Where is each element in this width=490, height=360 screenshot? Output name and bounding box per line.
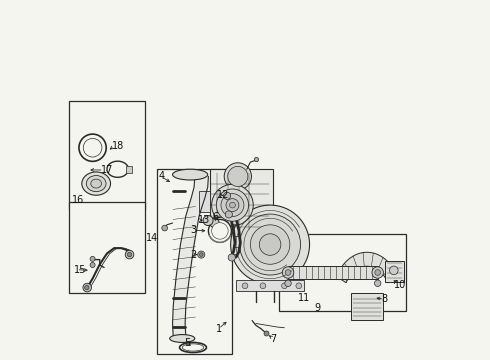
Circle shape xyxy=(212,184,253,226)
Ellipse shape xyxy=(91,179,101,188)
Circle shape xyxy=(197,251,205,258)
Ellipse shape xyxy=(86,176,106,192)
Circle shape xyxy=(85,285,89,290)
Text: 13: 13 xyxy=(197,215,210,225)
Text: 7: 7 xyxy=(270,333,276,343)
Circle shape xyxy=(282,283,287,289)
Text: 6: 6 xyxy=(212,212,218,221)
Bar xyxy=(236,280,304,291)
Text: 17: 17 xyxy=(101,165,113,175)
Circle shape xyxy=(254,157,259,162)
Circle shape xyxy=(221,194,244,217)
Circle shape xyxy=(210,219,219,228)
Circle shape xyxy=(199,253,203,256)
Circle shape xyxy=(374,280,381,287)
Bar xyxy=(351,293,383,320)
Bar xyxy=(69,101,145,209)
Bar xyxy=(157,169,232,354)
Ellipse shape xyxy=(182,344,204,351)
Circle shape xyxy=(285,280,291,287)
Polygon shape xyxy=(337,252,397,283)
Circle shape xyxy=(240,214,300,275)
Circle shape xyxy=(282,267,294,278)
Circle shape xyxy=(127,252,132,257)
Bar xyxy=(210,169,273,234)
Text: 8: 8 xyxy=(381,294,388,304)
Ellipse shape xyxy=(170,334,195,342)
Circle shape xyxy=(90,262,95,267)
Ellipse shape xyxy=(179,342,206,352)
Text: 16: 16 xyxy=(72,195,84,205)
Bar xyxy=(199,191,210,212)
Circle shape xyxy=(228,166,248,186)
Circle shape xyxy=(250,225,290,264)
Text: 18: 18 xyxy=(112,141,124,151)
Circle shape xyxy=(162,225,168,231)
Circle shape xyxy=(231,205,310,284)
Circle shape xyxy=(208,220,231,242)
Circle shape xyxy=(264,331,269,336)
Circle shape xyxy=(225,211,232,218)
Circle shape xyxy=(230,202,235,208)
Text: 2: 2 xyxy=(191,249,197,260)
Circle shape xyxy=(83,283,92,292)
Circle shape xyxy=(390,266,398,275)
Circle shape xyxy=(212,223,228,239)
Circle shape xyxy=(203,216,213,226)
Circle shape xyxy=(216,189,248,221)
Text: 1: 1 xyxy=(216,324,221,334)
Bar xyxy=(125,166,132,173)
Text: 3: 3 xyxy=(191,225,196,235)
Circle shape xyxy=(224,163,251,190)
Circle shape xyxy=(375,270,381,275)
Circle shape xyxy=(296,283,302,289)
Circle shape xyxy=(125,250,134,259)
Circle shape xyxy=(259,234,281,255)
Text: 11: 11 xyxy=(298,293,310,303)
Ellipse shape xyxy=(172,169,208,180)
Text: 5: 5 xyxy=(184,338,190,348)
Circle shape xyxy=(372,267,383,278)
Text: 12: 12 xyxy=(217,190,229,200)
Text: 10: 10 xyxy=(394,280,406,290)
Bar xyxy=(69,202,145,293)
Circle shape xyxy=(79,134,106,161)
Circle shape xyxy=(83,138,102,157)
Text: 9: 9 xyxy=(314,303,320,313)
Circle shape xyxy=(260,283,266,289)
Bar xyxy=(385,261,403,282)
Bar xyxy=(279,234,406,311)
Circle shape xyxy=(223,192,231,199)
Text: 15: 15 xyxy=(74,265,86,275)
Circle shape xyxy=(228,254,235,261)
Bar xyxy=(288,266,378,279)
Circle shape xyxy=(242,283,248,289)
Text: 4: 4 xyxy=(158,171,164,181)
Text: 14: 14 xyxy=(147,233,159,243)
Circle shape xyxy=(226,199,239,212)
Circle shape xyxy=(285,270,291,275)
Circle shape xyxy=(90,256,95,261)
Ellipse shape xyxy=(82,172,111,195)
